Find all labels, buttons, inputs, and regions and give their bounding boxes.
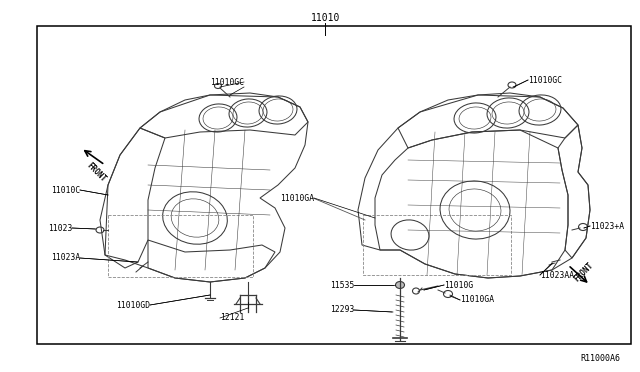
Text: FRONT: FRONT [573,261,595,283]
Text: R11000A6: R11000A6 [581,355,621,363]
Text: 11023AA: 11023AA [540,270,574,279]
Text: 11010GA: 11010GA [460,295,494,305]
Text: 11535: 11535 [330,280,354,289]
Text: 11010GA: 11010GA [280,193,314,202]
Text: 11010C: 11010C [51,186,80,195]
Bar [363,215,511,275]
Text: 11010GC: 11010GC [210,77,244,87]
Text: 12121: 12121 [220,314,244,323]
Text: 11010GC: 11010GC [528,76,562,84]
Text: 11023+A: 11023+A [590,221,624,231]
Text: 11010GD: 11010GD [116,301,150,310]
Ellipse shape [396,282,404,289]
Text: 11010: 11010 [310,13,340,23]
Text: 11010G: 11010G [444,280,473,289]
Text: 11023: 11023 [47,224,72,232]
Text: 11023A: 11023A [51,253,80,263]
Bar [108,215,253,277]
Bar [37,26,631,344]
Text: FRONT: FRONT [84,161,108,183]
Text: 12293: 12293 [330,305,354,314]
